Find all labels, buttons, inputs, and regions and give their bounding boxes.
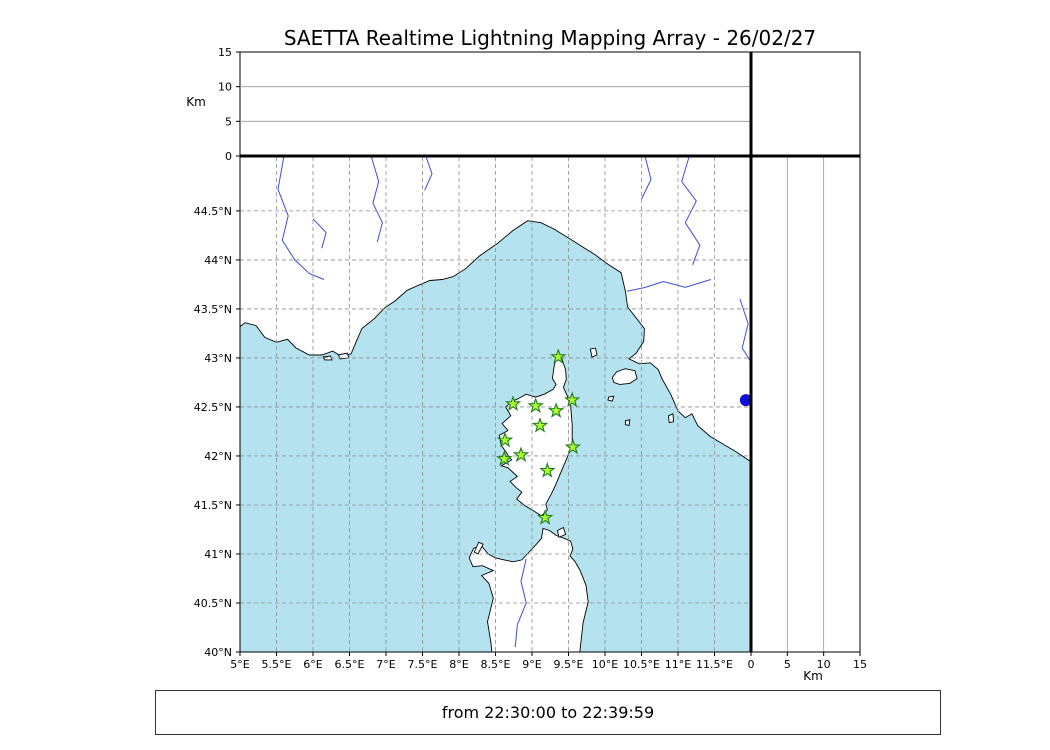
- lon-tick-label: 5°E: [230, 658, 249, 671]
- alt-tick-label: 10: [218, 81, 232, 94]
- alt-tick-label-bottom: 5: [784, 658, 791, 671]
- river: [739, 298, 751, 363]
- land-sardinia: [468, 527, 589, 652]
- land-montecristo: [624, 419, 631, 427]
- lon-tick-label: 6°E: [303, 658, 322, 671]
- station-star: [549, 348, 567, 364]
- time-range-text: from 22:30:00 to 22:39:59: [441, 703, 655, 722]
- station-star: [527, 397, 544, 413]
- river: [277, 157, 325, 280]
- time-range-box: from 22:30:00 to 22:39:59: [155, 690, 941, 735]
- lon-tick-label: 6.5°E: [335, 658, 365, 671]
- land-giglio: [668, 413, 675, 424]
- lon-tick-label: 8.5°E: [481, 658, 511, 671]
- lon-tick-label: 7°E: [376, 658, 395, 671]
- lat-tick-label: 44°N: [204, 254, 232, 267]
- alt-axis-label-bottom: Km: [803, 669, 823, 683]
- lat-tick-label: 40.5°N: [194, 597, 232, 610]
- plot-title: SAETTA Realtime Lightning Mapping Array …: [283, 26, 817, 50]
- alt-tick-label: 15: [218, 46, 232, 59]
- alt-axis-label-left: Km: [186, 95, 206, 109]
- station-star: [564, 438, 582, 455]
- lon-tick-label: 11.5°E: [696, 658, 733, 671]
- station-star: [496, 450, 513, 466]
- river: [641, 157, 652, 200]
- lon-tick-label: 10.5°E: [623, 658, 660, 671]
- lat-tick-label: 42.5°N: [194, 401, 232, 414]
- river: [312, 218, 327, 249]
- station-star: [563, 391, 581, 408]
- lon-tick-label: 11°E: [665, 658, 691, 671]
- station-star: [539, 462, 556, 478]
- land-pianosa: [607, 395, 615, 402]
- alt-lat-panel: [751, 157, 860, 652]
- alt-tick-label-bottom: 0: [748, 658, 755, 671]
- lat-tick-label: 43.5°N: [194, 303, 232, 316]
- station-star: [531, 416, 549, 433]
- station-star: [496, 431, 514, 448]
- lat-tick-label: 42°N: [204, 450, 232, 463]
- land-maddalena: [556, 526, 567, 538]
- lat-tick-label: 44.5°N: [194, 205, 232, 218]
- land-capraia: [589, 347, 598, 358]
- map-layer: [240, 157, 751, 652]
- alt-tick-label: 0: [225, 150, 232, 163]
- lon-tick-label: 8°E: [449, 658, 468, 671]
- station-star: [512, 446, 530, 462]
- river: [370, 157, 383, 243]
- corner-panel: [750, 51, 861, 157]
- lon-tick-label: 10°E: [592, 658, 618, 671]
- alt-tick-label-bottom: 10: [817, 658, 831, 671]
- land-elba: [611, 368, 638, 385]
- lon-tick-label: 9.5°E: [554, 658, 584, 671]
- station-star: [547, 402, 565, 418]
- river: [626, 279, 711, 292]
- lat-tick-label: 43°N: [204, 352, 232, 365]
- alt-tick-label-bottom: 15: [853, 658, 867, 671]
- alt-tick-label: 5: [225, 115, 232, 128]
- lat-tick-label: 41°N: [204, 548, 232, 561]
- river: [681, 157, 701, 265]
- event-marker: [739, 394, 751, 407]
- land-mainland: [240, 157, 751, 463]
- alt-lon-panel: [239, 51, 752, 157]
- lon-tick-label: 7.5°E: [408, 658, 438, 671]
- land-asinara: [473, 541, 484, 555]
- lat-tick-label: 41.5°N: [194, 499, 232, 512]
- river: [424, 157, 433, 191]
- land-corsica: [498, 356, 573, 517]
- lat-tick-label: 40°N: [204, 646, 232, 659]
- lon-tick-label: 9°E: [522, 658, 541, 671]
- lon-tick-label: 5.5°E: [262, 658, 292, 671]
- station-star: [536, 509, 554, 525]
- river: [514, 558, 527, 648]
- station-star: [504, 395, 522, 412]
